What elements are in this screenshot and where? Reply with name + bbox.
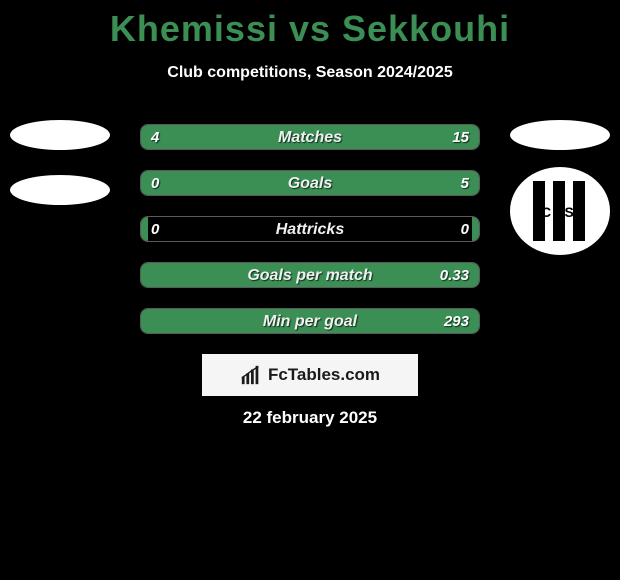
stat-label: Min per goal — [141, 309, 479, 334]
club-logo-text: CSS — [541, 204, 576, 220]
left-badge-1 — [10, 120, 110, 150]
stat-label: Goals per match — [141, 263, 479, 288]
stat-right-value: 0 — [461, 217, 469, 242]
stat-row-min-per-goal: Min per goal 293 — [140, 308, 480, 334]
stat-row-goals: 0 Goals 5 — [140, 170, 480, 196]
left-club-badges — [10, 120, 110, 230]
stat-row-hattricks: 0 Hattricks 0 — [140, 216, 480, 242]
stat-label: Goals — [141, 171, 479, 196]
page-subtitle: Club competitions, Season 2024/2025 — [0, 64, 620, 82]
brand-text: FcTables.com — [268, 365, 380, 385]
club-logo-css: CSS — [510, 167, 610, 255]
stat-label: Matches — [141, 125, 479, 150]
page-title: Khemissi vs Sekkouhi — [0, 0, 620, 50]
stat-right-value: 293 — [444, 309, 469, 334]
comparison-bars: 4 Matches 15 0 Goals 5 0 Hattricks 0 Goa… — [140, 124, 480, 354]
stat-right-value: 0.33 — [440, 263, 469, 288]
stat-right-value: 15 — [452, 125, 469, 150]
left-badge-2 — [10, 175, 110, 205]
bar-chart-icon — [240, 364, 262, 386]
right-badge-1 — [510, 120, 610, 150]
footer-date: 22 february 2025 — [0, 408, 620, 428]
stat-row-goals-per-match: Goals per match 0.33 — [140, 262, 480, 288]
stat-row-matches: 4 Matches 15 — [140, 124, 480, 150]
stat-label: Hattricks — [141, 217, 479, 242]
right-club-badges: CSS — [510, 120, 610, 255]
brand-box: FcTables.com — [202, 354, 418, 396]
stat-right-value: 5 — [461, 171, 469, 196]
